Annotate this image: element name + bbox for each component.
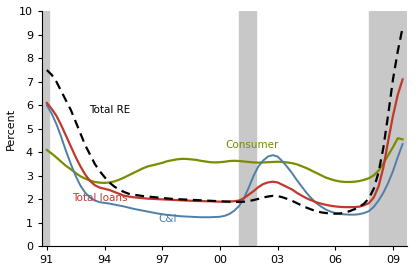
Text: C&I: C&I xyxy=(158,214,177,224)
Text: Total RE: Total RE xyxy=(89,105,130,115)
Bar xyxy=(369,11,407,246)
Bar xyxy=(239,11,257,246)
Text: Consumer: Consumer xyxy=(226,140,279,150)
Bar xyxy=(37,11,49,246)
Y-axis label: Percent: Percent xyxy=(6,108,16,150)
Text: Total loans: Total loans xyxy=(72,193,127,203)
